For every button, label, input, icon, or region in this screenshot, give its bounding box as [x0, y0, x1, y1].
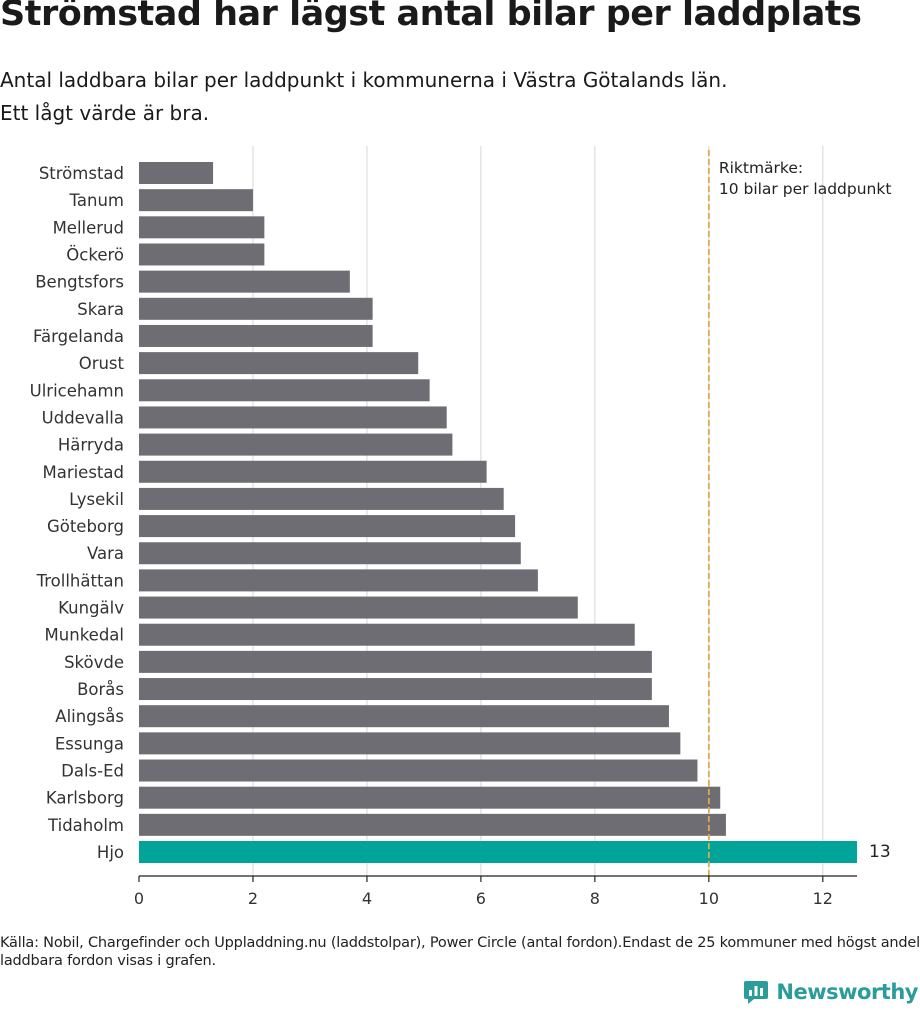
- category-label: Dals-Ed: [61, 762, 124, 781]
- bar: [139, 759, 698, 782]
- category-label: Tidaholm: [47, 816, 124, 835]
- category-label: Göteborg: [47, 517, 124, 536]
- bar: [139, 433, 453, 456]
- category-label: Essunga: [55, 734, 124, 753]
- bar: [139, 162, 214, 184]
- bar: [139, 650, 652, 673]
- category-label: Skara: [77, 300, 124, 319]
- category-label: Uddevalla: [42, 408, 124, 427]
- source-note: Källa: Nobil, Chargefinder och Uppladdni…: [0, 935, 920, 969]
- bar: [139, 216, 265, 239]
- category-label: Bengtsfors: [35, 273, 124, 292]
- bar: [139, 569, 538, 592]
- bar: [139, 324, 373, 347]
- category-label: Strömstad: [39, 164, 124, 183]
- x-tick-label: 10: [699, 889, 719, 908]
- chart-title: Strömstad har lägst antal bilar per ladd…: [0, 0, 862, 34]
- category-label: Tanum: [69, 191, 124, 210]
- x-tick-label: 8: [590, 889, 600, 908]
- bar: [139, 243, 265, 266]
- category-label: Alingsås: [55, 707, 124, 726]
- bar: [139, 596, 578, 619]
- bar: [139, 841, 857, 863]
- category-label: Hjo: [97, 843, 124, 862]
- bar: [139, 705, 669, 728]
- category-label: Karlsborg: [46, 789, 124, 808]
- subtitle-line-2: Ett lågt värde är bra.: [0, 101, 210, 125]
- category-label: Mariestad: [42, 463, 124, 482]
- bar: [139, 352, 419, 375]
- bar: [139, 542, 521, 565]
- bar: [139, 623, 635, 646]
- newsworthy-logo-icon: [744, 981, 769, 1004]
- category-label: Lysekil: [69, 490, 124, 509]
- category-label: Munkedal: [45, 626, 124, 645]
- category-label: Orust: [79, 354, 125, 373]
- data-label: 13: [869, 842, 891, 862]
- bar: [139, 406, 447, 429]
- category-label: Vara: [87, 544, 124, 563]
- bar: [139, 270, 350, 293]
- reference-label-line-1: Riktmärke:: [719, 159, 803, 177]
- bar: [139, 379, 430, 402]
- reference-label-line-2: 10 bilar per laddpunkt: [719, 180, 892, 198]
- bar: [139, 460, 487, 483]
- bar: [139, 297, 373, 320]
- category-label: Kungälv: [58, 599, 124, 618]
- x-tick-label: 0: [134, 889, 144, 908]
- subtitle-line-1: Antal laddbara bilar per laddpunkt i kom…: [0, 68, 728, 92]
- bar: [139, 813, 726, 836]
- chart-subtitle: Antal laddbara bilar per laddpunkt i kom…: [0, 64, 900, 130]
- category-label: Skövde: [64, 653, 124, 672]
- category-label: Mellerud: [53, 218, 124, 237]
- bar: [139, 487, 504, 510]
- bar: [139, 786, 721, 809]
- category-label: Trollhättan: [36, 571, 124, 590]
- x-tick-label: 2: [248, 889, 258, 908]
- bar: [139, 515, 516, 538]
- bar-chart: Strömstad Tanum Mellerud Öckerö Bengtsfors Sk…: [30, 146, 892, 908]
- bar: [139, 732, 681, 755]
- x-tick-label: 4: [362, 889, 372, 908]
- bar: [139, 678, 652, 701]
- x-tick-label: 12: [813, 889, 833, 908]
- category-label: Ulricehamn: [30, 381, 124, 400]
- bar: [139, 189, 253, 212]
- category-label: Härryda: [58, 436, 124, 455]
- newsworthy-logo: Newsworthy: [742, 978, 918, 1006]
- category-label: Öckerö: [66, 245, 124, 264]
- category-label: Färgelanda: [33, 327, 124, 346]
- logo-text: Newsworthy: [776, 980, 918, 1004]
- x-tick-label: 6: [476, 889, 486, 908]
- category-label: Borås: [77, 680, 124, 699]
